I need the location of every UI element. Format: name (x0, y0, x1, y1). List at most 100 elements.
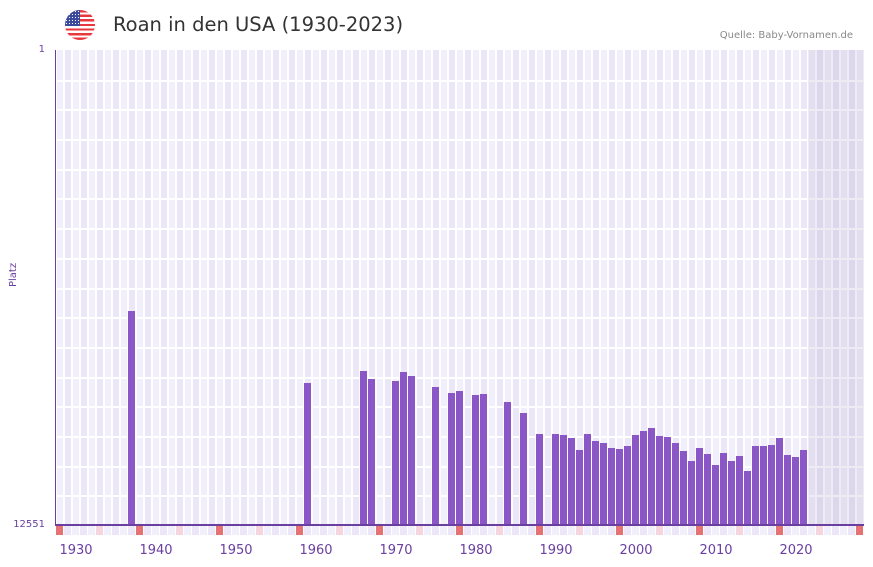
year-cell (328, 526, 335, 535)
half-decade-marker (96, 526, 103, 535)
flag-canton (65, 10, 80, 26)
bar-1959[interactable] (304, 382, 311, 525)
bar-1995[interactable] (592, 440, 599, 525)
bar-1978[interactable] (456, 390, 463, 525)
bar-2007[interactable] (688, 460, 695, 525)
grid-column (433, 50, 439, 525)
year-cell (680, 526, 687, 535)
bar-1997[interactable] (608, 447, 615, 525)
year-cell (600, 526, 607, 535)
year-cell (520, 526, 527, 535)
bar-1966[interactable] (360, 370, 367, 525)
year-cell (672, 526, 679, 535)
grid-column (153, 50, 159, 525)
bar-1988[interactable] (536, 433, 543, 525)
bar-1996[interactable] (600, 442, 607, 525)
bar-2015[interactable] (752, 445, 759, 525)
bar-1990[interactable] (552, 433, 559, 525)
bar-1993[interactable] (576, 449, 583, 525)
bar-1971[interactable] (400, 371, 407, 525)
year-cell (208, 526, 215, 535)
bar-2014[interactable] (744, 470, 751, 525)
year-cell (552, 526, 559, 535)
bar-1991[interactable] (560, 434, 567, 525)
year-cell (64, 526, 71, 535)
year-cell (744, 526, 751, 535)
bar-1984[interactable] (504, 401, 511, 525)
bar-1977[interactable] (448, 392, 455, 525)
year-cell (768, 526, 775, 535)
bar-2003[interactable] (656, 435, 663, 525)
bar-2008[interactable] (696, 447, 703, 525)
bar-1986[interactable] (520, 412, 527, 525)
grid-column (345, 50, 351, 525)
bar-2004[interactable] (664, 436, 671, 525)
bar-2021[interactable] (800, 449, 807, 525)
grid-column (697, 50, 703, 525)
year-cell (448, 526, 455, 535)
year-cell (632, 526, 639, 535)
bar-2020[interactable] (792, 456, 799, 525)
bar-1992[interactable] (568, 437, 575, 525)
bar-1972[interactable] (408, 375, 415, 525)
grid-column (601, 50, 607, 525)
half-decade-marker (336, 526, 343, 535)
bar-2017[interactable] (768, 444, 775, 525)
grid-column (233, 50, 239, 525)
bar-2009[interactable] (704, 453, 711, 525)
bar-2019[interactable] (784, 454, 791, 525)
grid-column (481, 50, 487, 525)
bar-2018[interactable] (776, 437, 783, 525)
bar-1999[interactable] (624, 445, 631, 525)
bar-2002[interactable] (648, 427, 655, 525)
bar-1998[interactable] (616, 448, 623, 525)
year-cell (688, 526, 695, 535)
grid-column (561, 50, 567, 525)
bar-1980[interactable] (472, 394, 479, 525)
half-decade-marker (576, 526, 583, 535)
grid-column (241, 50, 247, 525)
year-cell (704, 526, 711, 535)
x-tick-label: 1940 (139, 543, 173, 558)
bar-2012[interactable] (728, 460, 735, 525)
grid-column (849, 50, 855, 525)
bar-2016[interactable] (760, 445, 767, 525)
chart-title: Roan in den USA (1930-2023) (113, 13, 404, 36)
year-cell (648, 526, 655, 535)
bar-1937[interactable] (128, 311, 135, 525)
decade-marker (136, 526, 143, 535)
year-cell (792, 526, 799, 535)
bar-1970[interactable] (392, 380, 399, 525)
year-cell (128, 526, 135, 535)
bar-2001[interactable] (640, 430, 647, 525)
grid-column (585, 50, 591, 525)
grid-column (73, 50, 79, 525)
grid-line (56, 288, 864, 290)
y-axis-line (55, 50, 56, 526)
year-cell (192, 526, 199, 535)
half-decade-marker (816, 526, 823, 535)
bar-1967[interactable] (368, 378, 375, 525)
grid-column (337, 50, 343, 525)
bar-1981[interactable] (480, 393, 487, 525)
year-cell (424, 526, 431, 535)
half-decade-marker (736, 526, 743, 535)
source-link[interactable]: Quelle: Baby-Vornamen.de (719, 30, 853, 41)
bar-2013[interactable] (736, 455, 743, 525)
grid-column (393, 50, 399, 525)
bar-2000[interactable] (632, 434, 639, 525)
grid-column (273, 50, 279, 525)
bar-1975[interactable] (432, 386, 439, 525)
year-cell (240, 526, 247, 535)
year-cell (112, 526, 119, 535)
bar-1994[interactable] (584, 433, 591, 525)
year-cell (800, 526, 807, 535)
bar-2005[interactable] (672, 442, 679, 525)
grid-column (409, 50, 415, 525)
bar-2010[interactable] (712, 464, 719, 525)
grid-column (57, 50, 63, 525)
bar-2011[interactable] (720, 452, 727, 525)
bar-2006[interactable] (680, 450, 687, 525)
grid-column (265, 50, 271, 525)
year-cell (320, 526, 327, 535)
